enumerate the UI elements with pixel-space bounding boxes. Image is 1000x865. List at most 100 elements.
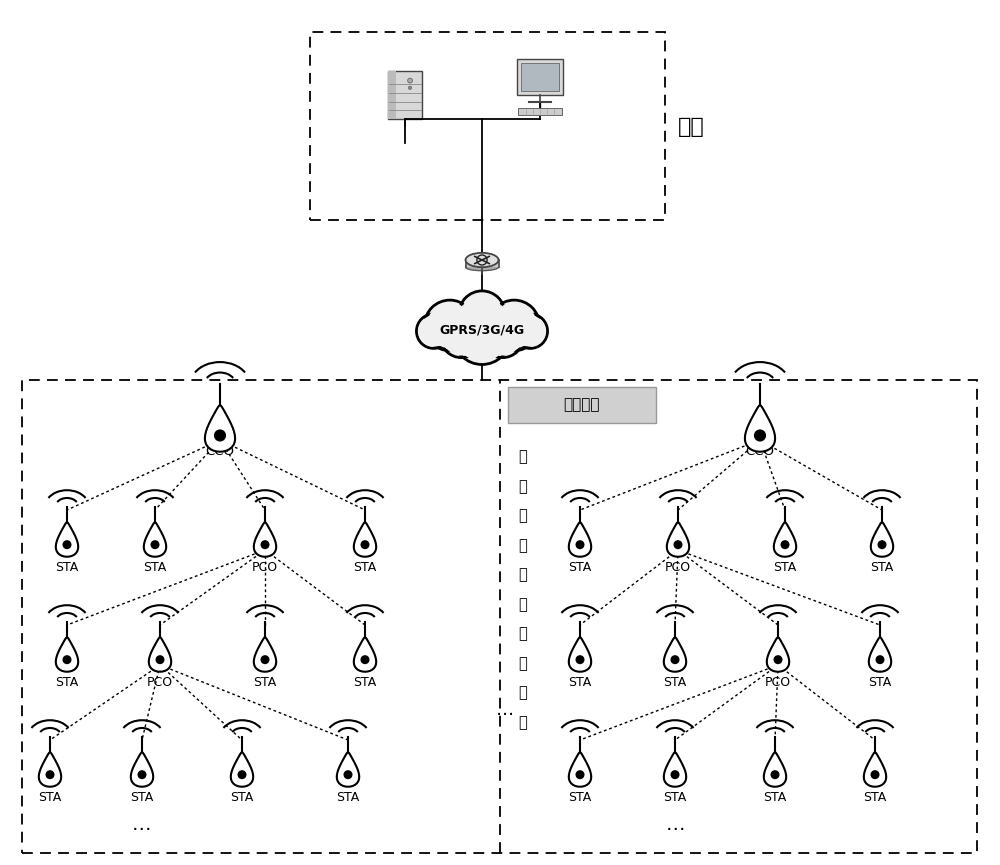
Polygon shape — [149, 638, 171, 672]
Circle shape — [214, 429, 226, 441]
Circle shape — [360, 540, 370, 549]
Polygon shape — [869, 638, 891, 672]
Circle shape — [459, 291, 505, 336]
Polygon shape — [56, 522, 78, 557]
Polygon shape — [664, 753, 686, 787]
Polygon shape — [774, 522, 796, 557]
Circle shape — [575, 540, 585, 549]
Polygon shape — [745, 406, 775, 452]
Circle shape — [877, 540, 887, 549]
Text: 微: 微 — [518, 509, 527, 523]
FancyBboxPatch shape — [388, 71, 422, 119]
Ellipse shape — [466, 253, 498, 267]
Text: STA: STA — [863, 791, 887, 804]
Text: STA: STA — [773, 561, 797, 574]
Text: 入: 入 — [518, 685, 527, 701]
Text: PCO: PCO — [252, 561, 278, 574]
Text: STA: STA — [568, 561, 592, 574]
Text: STA: STA — [663, 791, 687, 804]
Circle shape — [424, 300, 475, 350]
Circle shape — [515, 316, 546, 347]
Circle shape — [770, 770, 780, 779]
Polygon shape — [354, 522, 376, 557]
Circle shape — [155, 655, 165, 664]
Circle shape — [482, 317, 523, 357]
Circle shape — [754, 429, 766, 441]
Text: PCO: PCO — [665, 561, 691, 574]
Circle shape — [137, 770, 147, 779]
Text: STA: STA — [38, 791, 62, 804]
Circle shape — [453, 307, 511, 364]
Text: STA: STA — [870, 561, 894, 574]
Text: 网间协调: 网间协调 — [564, 398, 600, 413]
Circle shape — [443, 318, 480, 356]
Circle shape — [408, 86, 412, 89]
Circle shape — [780, 540, 790, 549]
Text: 宽: 宽 — [518, 450, 527, 465]
Polygon shape — [254, 638, 276, 672]
Circle shape — [491, 303, 537, 349]
Text: …: … — [665, 816, 685, 835]
Text: STA: STA — [253, 676, 277, 689]
Circle shape — [875, 655, 885, 664]
Circle shape — [456, 310, 508, 362]
Polygon shape — [205, 406, 235, 452]
Circle shape — [575, 655, 585, 664]
Polygon shape — [569, 522, 591, 557]
Text: PCO: PCO — [765, 676, 791, 689]
Text: STA: STA — [568, 791, 592, 804]
Text: STA: STA — [353, 676, 377, 689]
Text: 接: 接 — [518, 656, 527, 671]
Circle shape — [575, 770, 585, 779]
Text: STA: STA — [336, 791, 360, 804]
Polygon shape — [864, 753, 886, 787]
Text: 网: 网 — [518, 715, 527, 730]
Text: STA: STA — [130, 791, 154, 804]
Circle shape — [62, 540, 72, 549]
Text: STA: STA — [143, 561, 167, 574]
Text: 率: 率 — [518, 567, 527, 582]
Circle shape — [416, 314, 451, 349]
Text: STA: STA — [230, 791, 254, 804]
Polygon shape — [569, 753, 591, 787]
Polygon shape — [254, 522, 276, 557]
Circle shape — [513, 314, 548, 349]
Circle shape — [441, 317, 482, 357]
Polygon shape — [871, 522, 893, 557]
Text: GPRS/3G/4G: GPRS/3G/4G — [439, 324, 525, 336]
Text: 带: 带 — [518, 479, 527, 494]
Circle shape — [360, 655, 370, 664]
Circle shape — [343, 770, 353, 779]
Text: STA: STA — [663, 676, 687, 689]
Polygon shape — [764, 753, 786, 787]
Polygon shape — [131, 753, 153, 787]
Text: …: … — [132, 816, 152, 835]
Text: …: … — [496, 701, 514, 719]
Polygon shape — [56, 638, 78, 672]
Circle shape — [427, 303, 473, 349]
FancyBboxPatch shape — [388, 71, 396, 119]
Circle shape — [461, 293, 503, 335]
FancyBboxPatch shape — [518, 108, 562, 115]
Polygon shape — [767, 638, 789, 672]
Circle shape — [237, 770, 247, 779]
FancyBboxPatch shape — [517, 59, 563, 94]
Polygon shape — [667, 522, 689, 557]
Text: CCO: CCO — [206, 445, 235, 458]
Circle shape — [670, 655, 680, 664]
Text: STA: STA — [568, 676, 592, 689]
Polygon shape — [144, 522, 166, 557]
Polygon shape — [664, 638, 686, 672]
Text: STA: STA — [868, 676, 892, 689]
Circle shape — [870, 770, 880, 779]
Text: 线: 线 — [518, 626, 527, 642]
Text: PCO: PCO — [147, 676, 173, 689]
Circle shape — [673, 540, 683, 549]
Circle shape — [670, 770, 680, 779]
Polygon shape — [354, 638, 376, 672]
FancyBboxPatch shape — [521, 62, 559, 91]
Circle shape — [773, 655, 783, 664]
Circle shape — [484, 318, 521, 356]
Circle shape — [260, 655, 270, 664]
Circle shape — [260, 540, 270, 549]
